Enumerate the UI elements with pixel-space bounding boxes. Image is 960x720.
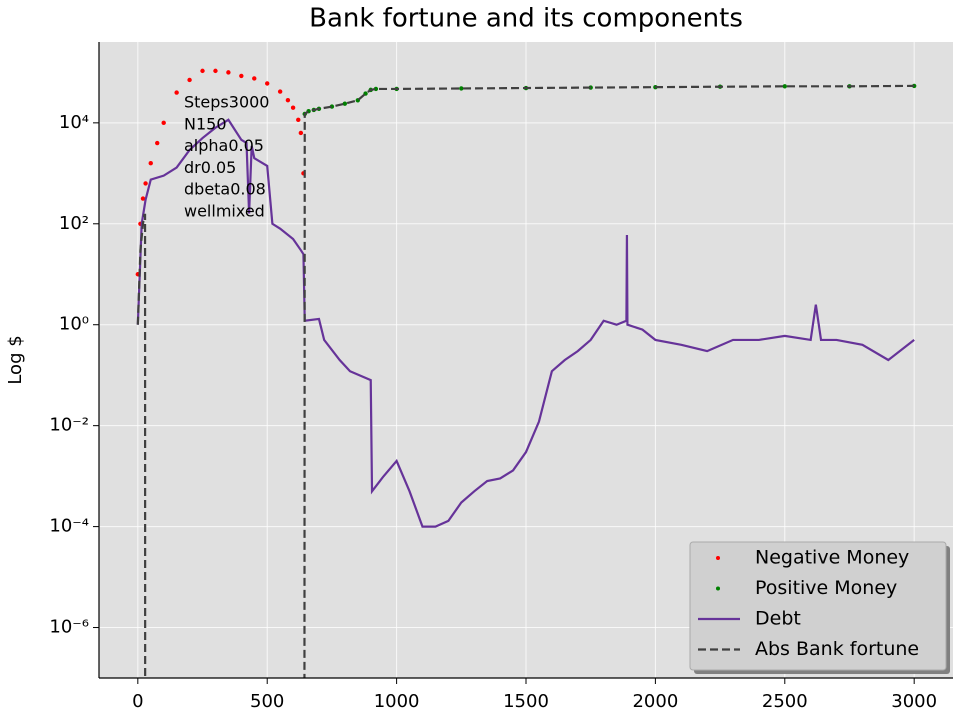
y-axis-label: Log $ xyxy=(5,335,26,384)
annotation: Steps3000 N150 alpha0.05 dr0.05 dbeta0.08 wel… xyxy=(184,93,269,221)
annotation-text: N150 xyxy=(184,114,227,133)
chart-title: Bank fortune and its components xyxy=(309,4,743,34)
data-point xyxy=(155,140,160,146)
legend-box xyxy=(689,541,947,671)
annotation-text: Steps3000 xyxy=(184,93,269,112)
annotation-text: dr0.05 xyxy=(184,158,236,177)
data-point xyxy=(213,68,218,74)
data-point xyxy=(265,81,270,86)
data-point xyxy=(290,105,296,110)
legend-label: Debt xyxy=(755,608,801,630)
data-point xyxy=(174,90,179,95)
x-tick-label: 2000 xyxy=(632,691,678,712)
legend: Negative Money Positive Money Debt Abs Bank… xyxy=(689,541,950,674)
y-tick-label: 10⁴ xyxy=(59,112,89,133)
ticks: 0 500 1000 1500 2000 2500 3000 10⁻⁶ 10⁻⁴ 10⁻² 10⁰ 1… xyxy=(49,112,937,712)
data-point xyxy=(285,97,291,103)
data-point xyxy=(277,89,283,94)
data-point xyxy=(342,101,348,106)
x-tick-label: 2500 xyxy=(762,691,808,712)
dashed-line xyxy=(136,84,915,678)
marks xyxy=(135,68,917,678)
data-point xyxy=(239,73,244,79)
grid xyxy=(99,42,953,678)
data-point xyxy=(140,196,146,201)
data-point xyxy=(161,120,166,126)
x-tick-label: 1500 xyxy=(503,691,549,712)
x-tick-label: 500 xyxy=(250,691,284,712)
annotation-text: alpha0.05 xyxy=(184,136,264,155)
data-point xyxy=(298,130,304,136)
x-tick-label: 0 xyxy=(132,691,143,712)
data-point xyxy=(148,161,153,166)
data-point xyxy=(252,76,257,81)
data-point xyxy=(459,86,464,91)
data-point xyxy=(200,68,205,74)
y-tick-label: 10⁻⁶ xyxy=(49,617,89,638)
legend-marker xyxy=(716,556,720,560)
legend-label: Negative Money xyxy=(755,547,909,569)
y-tick-label: 10⁻⁴ xyxy=(49,516,89,537)
data-point xyxy=(143,181,148,186)
legend-label: Abs Bank fortune xyxy=(755,638,919,660)
data-line xyxy=(136,118,915,528)
data-point xyxy=(187,77,192,83)
y-tick-label: 10² xyxy=(59,213,89,234)
annotation-text: dbeta0.08 xyxy=(184,180,266,199)
y-tick-label: 10⁻² xyxy=(49,415,89,436)
data-point xyxy=(226,70,231,75)
data-point xyxy=(782,84,787,89)
y-tick-label: 10⁰ xyxy=(59,314,89,335)
x-tick-label: 3000 xyxy=(891,691,937,712)
annotation-text: wellmixed xyxy=(184,202,265,221)
legend-marker xyxy=(716,586,720,591)
x-tick-label: 1000 xyxy=(374,691,420,712)
legend-label: Positive Money xyxy=(755,577,897,599)
data-point xyxy=(296,117,301,123)
